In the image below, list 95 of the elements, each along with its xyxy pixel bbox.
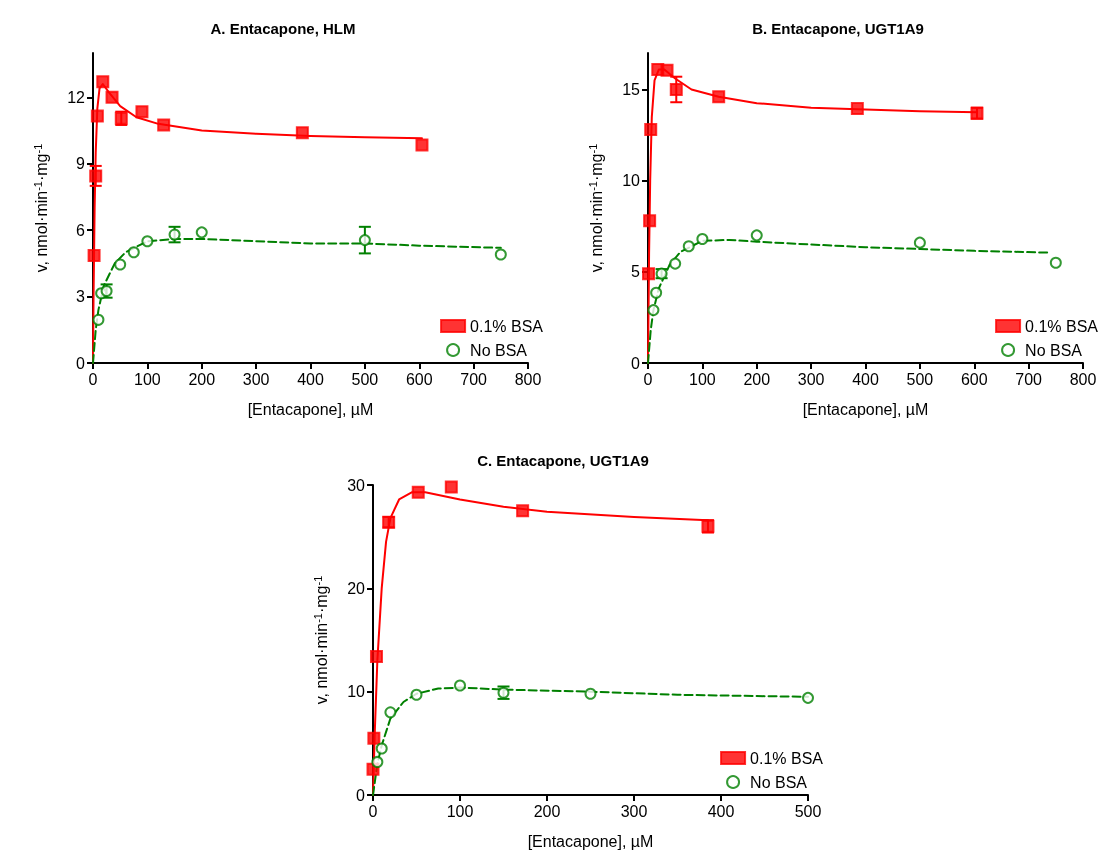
point [643, 214, 657, 228]
legend-label: 0.1% BSA [470, 317, 544, 335]
y-tick-label: 0 [631, 354, 641, 372]
point [712, 90, 726, 104]
point [371, 755, 384, 768]
point [375, 742, 388, 755]
point [913, 236, 926, 249]
point [415, 138, 429, 152]
x-tick-label: 0 [88, 370, 98, 388]
y-tick-label: 30 [347, 476, 366, 494]
y-tick-label: 12 [67, 88, 86, 106]
point [157, 118, 171, 132]
y-axis-title: v, nmol·min-1·mg-1 [586, 143, 605, 273]
legend-label: No BSA [1025, 341, 1083, 359]
y-axis-title: v, nmol·min-1·mg-1 [311, 575, 330, 705]
point [411, 485, 425, 499]
legend-label: 0.1% BSA [750, 749, 824, 767]
x-tick-label: 300 [242, 370, 270, 388]
point [444, 480, 458, 494]
point [1049, 256, 1062, 269]
legend-label: No BSA [470, 341, 528, 359]
y-tick-label: 3 [76, 288, 86, 306]
x-tick-label: 100 [446, 802, 474, 820]
point [114, 258, 127, 271]
x-tick-label: 500 [351, 370, 379, 388]
point [669, 257, 682, 270]
x-tick-label: 600 [405, 370, 433, 388]
x-tick-label: 500 [906, 370, 934, 388]
x-tick-label: 100 [134, 370, 161, 388]
point [669, 82, 683, 96]
x-tick-label: 400 [707, 802, 735, 820]
y-tick-label: 5 [631, 263, 641, 281]
point [454, 679, 466, 692]
x-tick-label: 0 [643, 370, 653, 388]
x-tick-label: 600 [960, 370, 988, 388]
x-tick-label: 700 [1015, 370, 1043, 388]
point [90, 109, 104, 123]
point [358, 234, 371, 247]
point [494, 248, 507, 261]
x-tick-label: 0 [368, 802, 378, 820]
point [127, 246, 140, 259]
y-tick-label: 0 [76, 354, 86, 372]
point [584, 687, 597, 700]
y-tick-label: 9 [76, 155, 86, 173]
point [89, 169, 103, 183]
chart-title: C. Entacapone, UGT1A9 [477, 452, 649, 469]
point [195, 226, 208, 239]
point [644, 123, 658, 137]
x-tick-label: 200 [533, 802, 561, 820]
x-axis-title: [Entacapone], µM [247, 400, 374, 418]
legend-label: No BSA [750, 773, 808, 791]
y-tick-label: 10 [347, 683, 366, 701]
y-tick-label: 6 [76, 221, 86, 239]
x-tick-label: 800 [1069, 370, 1097, 388]
point [369, 650, 383, 664]
point [384, 706, 397, 719]
point [802, 691, 814, 704]
legend-label: 0.1% BSA [1025, 317, 1099, 335]
point [850, 102, 864, 116]
x-tick-label: 300 [797, 370, 825, 388]
y-tick-label: 10 [622, 172, 641, 190]
point [696, 233, 709, 245]
point [660, 63, 674, 77]
point [516, 504, 530, 518]
y-tick-label: 15 [622, 80, 641, 98]
y-tick-label: 0 [356, 786, 366, 804]
point [105, 90, 119, 104]
point [367, 731, 381, 745]
chart-title: B. Entacapone, UGT1A9 [752, 20, 924, 37]
x-axis-title: [Entacapone], µM [802, 400, 929, 418]
x-tick-label: 700 [460, 370, 488, 388]
point [135, 105, 149, 119]
y-tick-label: 20 [347, 579, 366, 597]
x-tick-label: 400 [297, 370, 324, 388]
y-axis-title: v, nmol·min-1·mg-1 [31, 143, 50, 273]
x-tick-label: 200 [743, 370, 771, 388]
point [650, 286, 663, 299]
x-tick-label: 100 [689, 370, 716, 388]
x-tick-label: 200 [188, 370, 216, 388]
point [141, 235, 154, 248]
chart-title: A. Entacapone, HLM [210, 20, 356, 37]
x-tick-label: 300 [620, 802, 648, 820]
point [87, 249, 101, 263]
x-tick-label: 500 [794, 802, 822, 820]
point [295, 126, 309, 140]
point [682, 240, 695, 253]
point [96, 75, 110, 89]
point [642, 267, 656, 281]
x-axis-title: [Entacapone], µM [527, 832, 654, 850]
x-tick-label: 400 [852, 370, 879, 388]
point [750, 229, 763, 242]
point [647, 304, 660, 317]
point [92, 313, 105, 326]
x-tick-label: 800 [514, 370, 542, 388]
point [410, 688, 423, 701]
